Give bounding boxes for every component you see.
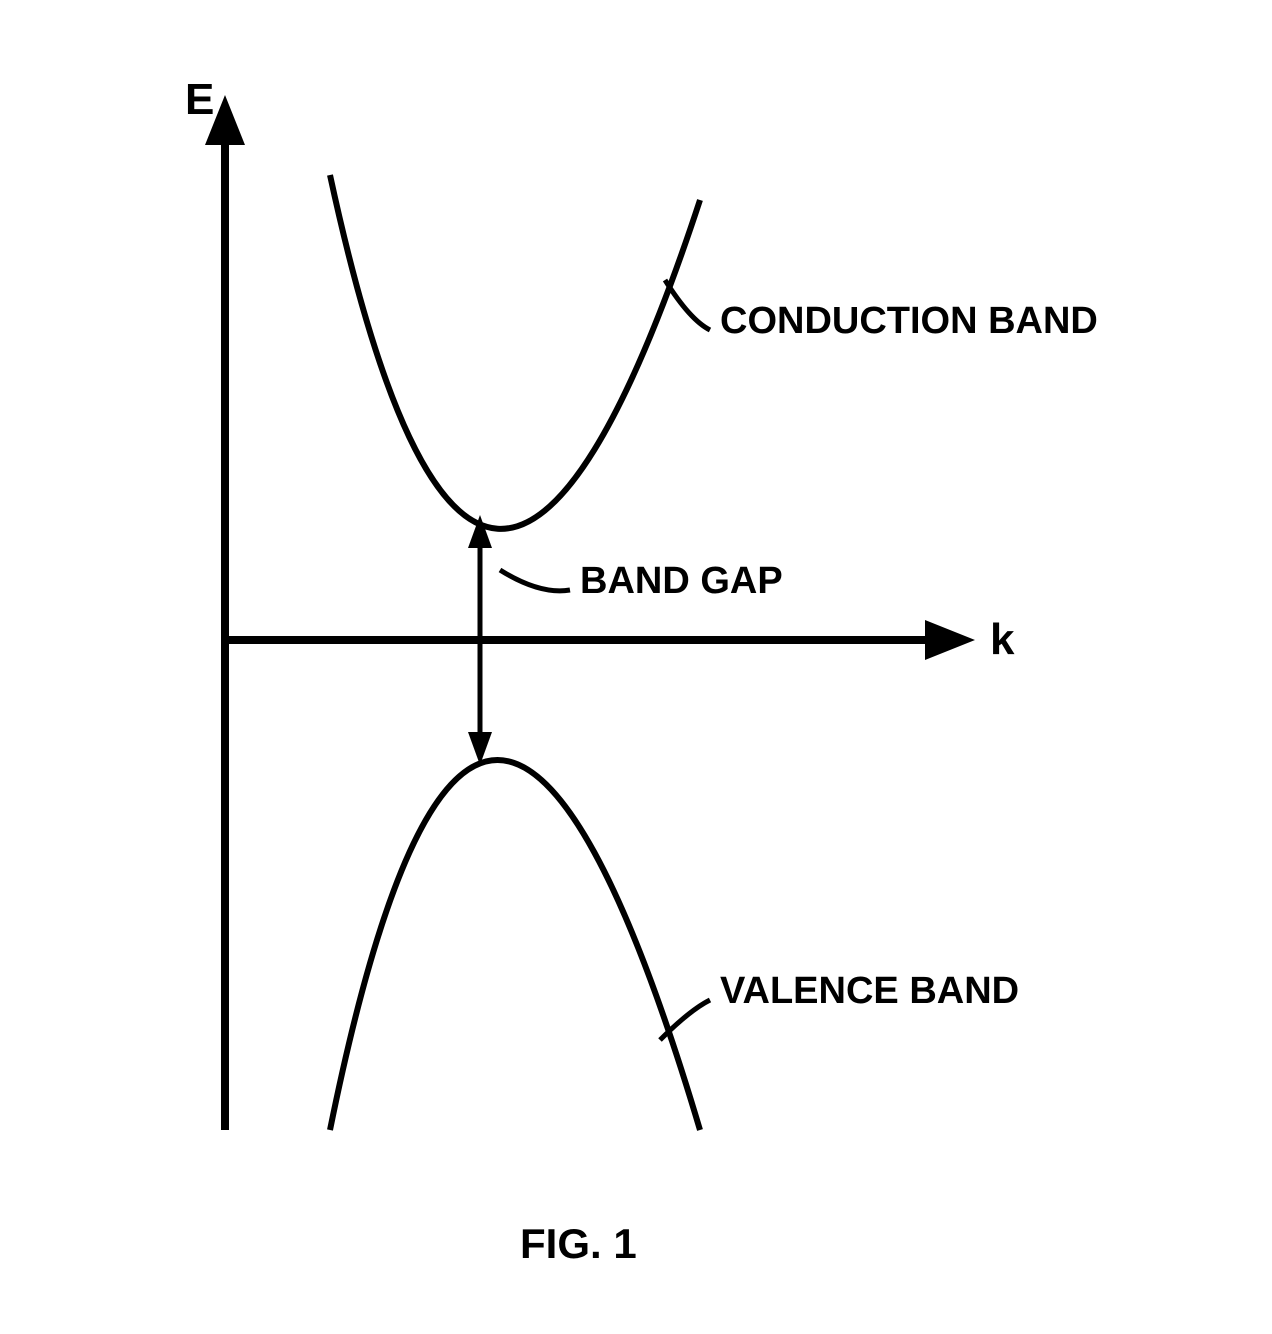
figure-label: FIG. 1: [520, 1220, 637, 1268]
band-diagram-svg: [0, 0, 1272, 1334]
x-axis-arrowhead: [925, 620, 975, 660]
diagram-container: E k CONDUCTION BAND BAND GAP VALENCE BAN…: [0, 0, 1272, 1334]
conduction-band-label: CONDUCTION BAND: [720, 300, 1098, 343]
conduction-band-curve: [330, 175, 700, 529]
band-gap-label: BAND GAP: [580, 560, 783, 603]
band-gap-leader: [500, 570, 570, 591]
conduction-band-leader: [665, 280, 710, 330]
valence-band-curve: [330, 760, 700, 1130]
valence-band-label: VALENCE BAND: [720, 970, 1019, 1013]
x-axis-label: k: [990, 615, 1014, 665]
y-axis-label: E: [185, 75, 214, 125]
